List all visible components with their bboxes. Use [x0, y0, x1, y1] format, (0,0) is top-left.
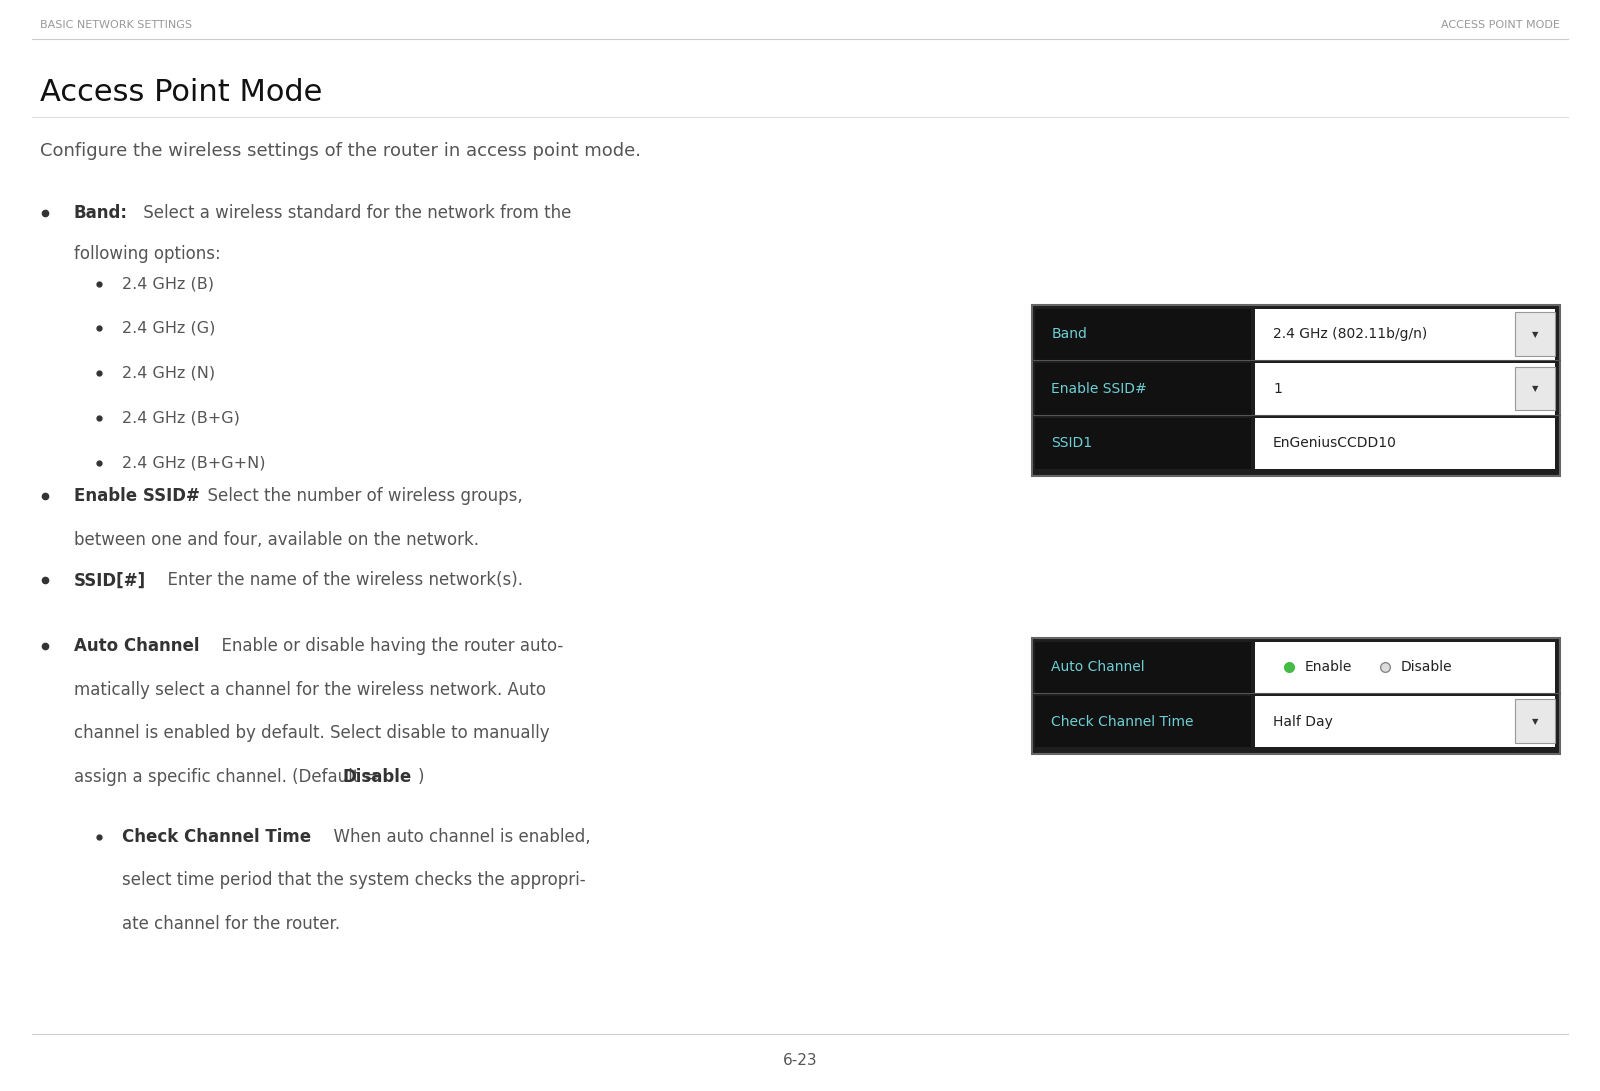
Text: 2.4 GHz (B+G+N): 2.4 GHz (B+G+N) — [122, 455, 266, 470]
Bar — [1515, 312, 1555, 356]
Text: 1: 1 — [1274, 382, 1282, 396]
Text: Enable SSID#: Enable SSID# — [1051, 382, 1147, 396]
Text: Auto Channel: Auto Channel — [74, 637, 198, 655]
Text: ▼: ▼ — [1531, 717, 1539, 727]
Text: Select the number of wireless groups,: Select the number of wireless groups, — [197, 488, 523, 505]
Bar — [1035, 363, 1251, 415]
Text: Band: Band — [1051, 327, 1086, 341]
Text: Configure the wireless settings of the router in access point mode.: Configure the wireless settings of the r… — [40, 142, 642, 159]
Text: Disable: Disable — [1402, 660, 1453, 674]
Text: ate channel for the router.: ate channel for the router. — [122, 915, 339, 933]
Text: SSID1: SSID1 — [1051, 436, 1093, 451]
Text: Check Channel Time: Check Channel Time — [1051, 715, 1194, 729]
Text: assign a specific channel. (Default =: assign a specific channel. (Default = — [74, 768, 384, 786]
Bar — [1035, 309, 1251, 360]
Text: 2.4 GHz (802.11b/g/n): 2.4 GHz (802.11b/g/n) — [1274, 327, 1427, 341]
Text: ▼: ▼ — [1531, 329, 1539, 339]
Text: 2.4 GHz (B): 2.4 GHz (B) — [122, 276, 214, 291]
Text: Check Channel Time: Check Channel Time — [122, 828, 310, 846]
Bar — [1515, 699, 1555, 743]
Text: BASIC NETWORK SETTINGS: BASIC NETWORK SETTINGS — [40, 20, 192, 31]
Text: Disable: Disable — [342, 768, 411, 786]
Text: SSID[#]: SSID[#] — [74, 572, 146, 589]
Text: When auto channel is enabled,: When auto channel is enabled, — [323, 828, 590, 846]
Bar — [1515, 367, 1555, 410]
Text: ACCESS POINT MODE: ACCESS POINT MODE — [1442, 20, 1560, 31]
Text: Enable or disable having the router auto-: Enable or disable having the router auto… — [211, 637, 563, 655]
Bar — [1256, 309, 1555, 360]
Bar — [1256, 642, 1555, 693]
Text: 2.4 GHz (B+G): 2.4 GHz (B+G) — [122, 410, 240, 425]
Text: Access Point Mode: Access Point Mode — [40, 79, 322, 107]
Text: Auto Channel: Auto Channel — [1051, 660, 1146, 674]
Bar — [1035, 418, 1251, 469]
Text: 2.4 GHz (N): 2.4 GHz (N) — [122, 365, 214, 381]
Text: following options:: following options: — [74, 245, 221, 263]
Text: Half Day: Half Day — [1274, 715, 1333, 729]
Text: 6-23: 6-23 — [782, 1053, 818, 1068]
Text: select time period that the system checks the appropri-: select time period that the system check… — [122, 872, 586, 889]
Text: Select a wireless standard for the network from the: Select a wireless standard for the netwo… — [138, 204, 571, 221]
Text: Enable: Enable — [1306, 660, 1352, 674]
Bar — [1256, 363, 1555, 415]
Text: matically select a channel for the wireless network. Auto: matically select a channel for the wirel… — [74, 681, 546, 698]
Text: EnGeniusCCDD10: EnGeniusCCDD10 — [1274, 436, 1397, 451]
Bar — [1256, 696, 1555, 747]
Text: between one and four, available on the network.: between one and four, available on the n… — [74, 531, 478, 549]
Bar — [1256, 418, 1555, 469]
Text: channel is enabled by default. Select disable to manually: channel is enabled by default. Select di… — [74, 724, 549, 742]
Text: Enable SSID#: Enable SSID# — [74, 488, 200, 505]
Text: Band:: Band: — [74, 204, 128, 221]
Text: ▼: ▼ — [1531, 384, 1539, 394]
Text: 2.4 GHz (G): 2.4 GHz (G) — [122, 321, 214, 336]
Bar — [1032, 638, 1560, 754]
Text: ): ) — [418, 768, 424, 786]
Bar — [1035, 642, 1251, 693]
Text: Enter the name of the wireless network(s).: Enter the name of the wireless network(s… — [157, 572, 523, 589]
Bar — [1032, 305, 1560, 476]
Bar — [1035, 696, 1251, 747]
